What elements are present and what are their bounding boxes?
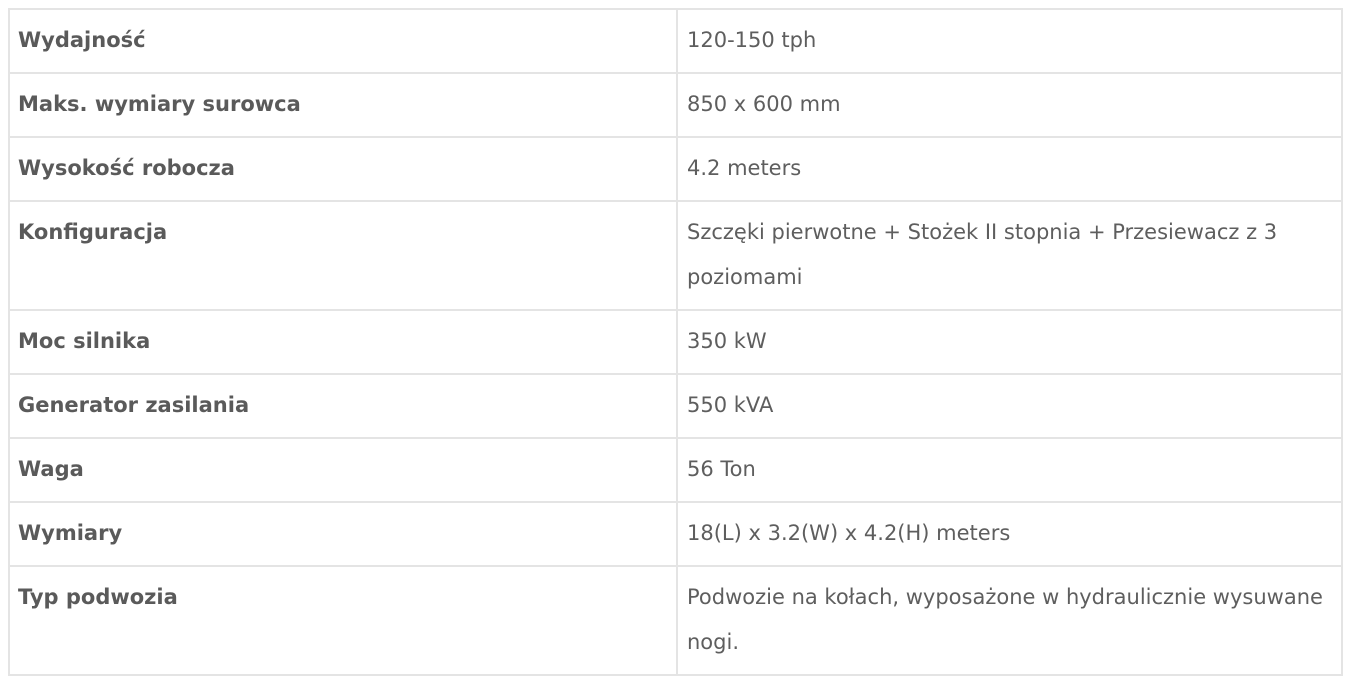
spec-label: Waga — [8, 437, 678, 503]
table-row: Konfiguracja Szczęki pierwotne + Stożek … — [8, 200, 1343, 311]
spec-label: Moc silnika — [8, 309, 678, 375]
spec-value: 350 kW — [676, 309, 1343, 375]
spec-value: 850 x 600 mm — [676, 72, 1343, 138]
table-row: Moc silnika 350 kW — [8, 309, 1343, 375]
spec-value: 550 kVA — [676, 373, 1343, 439]
spec-label: Wymiary — [8, 501, 678, 567]
spec-value: 56 Ton — [676, 437, 1343, 503]
spec-value: 120-150 tph — [676, 8, 1343, 74]
table-row: Wymiary 18(L) x 3.2(W) x 4.2(H) meters — [8, 501, 1343, 567]
table-row: Wydajność 120-150 tph — [8, 8, 1343, 74]
specifications-table-body: Wydajność 120-150 tph Maks. wymiary suro… — [8, 8, 1343, 676]
spec-value: 4.2 meters — [676, 136, 1343, 202]
table-row: Generator zasilania 550 kVA — [8, 373, 1343, 439]
spec-label: Wysokość robocza — [8, 136, 678, 202]
spec-value: 18(L) x 3.2(W) x 4.2(H) meters — [676, 501, 1343, 567]
table-row: Maks. wymiary surowca 850 x 600 mm — [8, 72, 1343, 138]
spec-label: Typ podwozia — [8, 565, 678, 676]
spec-label: Konfiguracja — [8, 200, 678, 311]
spec-label: Generator zasilania — [8, 373, 678, 439]
specifications-table: Wydajność 120-150 tph Maks. wymiary suro… — [8, 8, 1343, 676]
table-row: Wysokość robocza 4.2 meters — [8, 136, 1343, 202]
spec-value: Szczęki pierwotne + Stożek II stopnia + … — [676, 200, 1343, 311]
spec-value: Podwozie na kołach, wyposażone w hydraul… — [676, 565, 1343, 676]
spec-label: Maks. wymiary surowca — [8, 72, 678, 138]
spec-label: Wydajność — [8, 8, 678, 74]
table-row: Waga 56 Ton — [8, 437, 1343, 503]
table-row: Typ podwozia Podwozie na kołach, wyposaż… — [8, 565, 1343, 676]
